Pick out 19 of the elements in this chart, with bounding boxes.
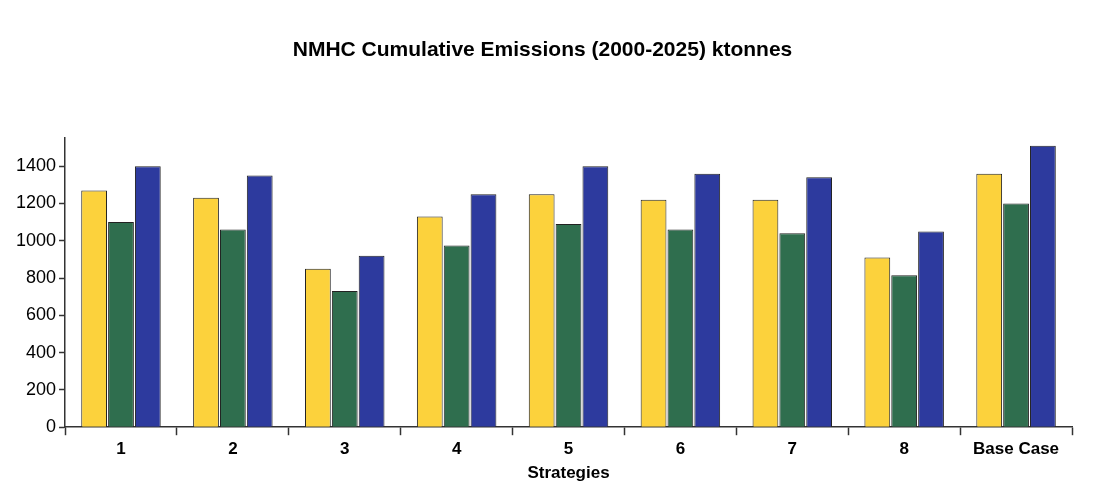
y-tick-label: 600 xyxy=(26,304,57,325)
x-tick-label: 7 xyxy=(787,439,798,459)
x-tick-label: 3 xyxy=(340,439,350,459)
chart-title: NMHC Cumulative Emissions (2000-2025) ktonnes xyxy=(292,37,793,61)
x-tick-label: 6 xyxy=(675,439,686,459)
x-tick-label: Base Case xyxy=(973,439,1060,459)
x-tick-label: 1 xyxy=(116,439,126,459)
y-tick-label: 0 xyxy=(46,416,57,437)
x-tick-label: 4 xyxy=(451,439,462,459)
x-tick-label: 8 xyxy=(899,439,909,459)
x-tick-label: 2 xyxy=(228,439,238,459)
y-tick-label: 1400 xyxy=(16,155,57,176)
y-tick-label: 400 xyxy=(26,341,57,362)
x-axis-title: Strategies xyxy=(527,463,610,483)
y-tick-label: 1000 xyxy=(16,229,57,250)
y-tick-label: 200 xyxy=(26,378,57,399)
y-tick-label: 800 xyxy=(26,267,57,288)
x-tick-label: 5 xyxy=(563,439,574,459)
y-tick-label: 1200 xyxy=(16,192,57,213)
